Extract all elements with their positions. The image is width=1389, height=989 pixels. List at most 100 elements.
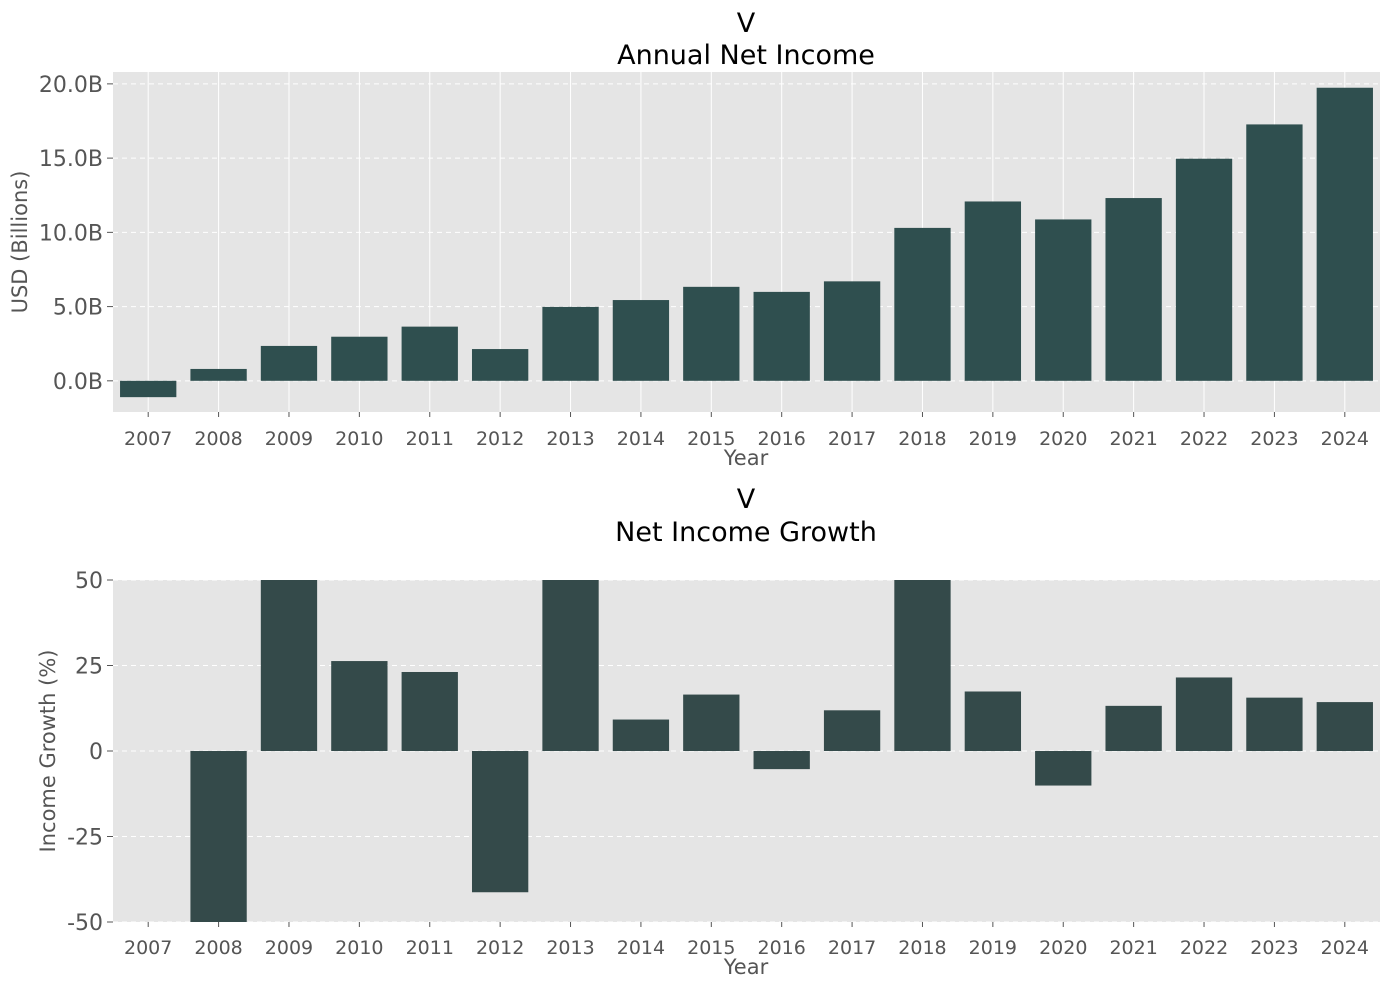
x-tick-label: 2009 <box>265 428 313 450</box>
y-tick-label: 0.0B <box>53 370 103 395</box>
x-tick-label: 2024 <box>1321 428 1369 450</box>
bar-2010 <box>331 661 388 751</box>
bar-2021 <box>1105 705 1162 751</box>
y-tick-label: 50 <box>75 569 103 594</box>
bar-2015 <box>683 694 740 751</box>
net-income-growth-chart: V Net Income Growth 2007 2008 2009 2010 2011… <box>36 484 1380 979</box>
x-tick-label: 2010 <box>335 428 383 450</box>
bar-2013 <box>542 580 599 751</box>
x-tick-label: 2021 <box>1109 428 1157 450</box>
x-tick-label: 2018 <box>898 937 946 959</box>
bar-2021 <box>1105 198 1162 381</box>
x-tick-label: 2022 <box>1180 428 1228 450</box>
x-tick-label: 2011 <box>406 428 454 450</box>
x-tick-label: 2009 <box>265 937 313 959</box>
bar-2023 <box>1246 697 1303 751</box>
x-tick-label: 2008 <box>194 428 242 450</box>
chart-subtitle: Annual Net Income <box>617 40 875 71</box>
x-tick-label: 2014 <box>617 428 665 450</box>
bar-2014 <box>612 719 670 751</box>
chart-title: V <box>737 484 756 515</box>
bars <box>190 580 1373 922</box>
x-tick-labels: 2007 2008 2009 2010 2011 2012 2013 2014 2015 2016… <box>124 922 1369 959</box>
x-tick-label: 2016 <box>758 937 806 959</box>
x-tick-label: 2014 <box>617 937 665 959</box>
y-axis-label: USD (Billions) <box>8 171 32 314</box>
y-gridlines <box>113 83 1380 382</box>
bar-2014 <box>612 300 670 381</box>
y-tick-label: 15.0B <box>39 147 103 172</box>
bar-2022 <box>1175 677 1233 751</box>
y-tick-labels: -50 -25 0 25 50 <box>67 569 113 936</box>
bar-2019 <box>964 691 1022 751</box>
bar-2011 <box>401 326 458 381</box>
bar-2024 <box>1316 702 1373 751</box>
bar-2019 <box>964 201 1022 381</box>
plot-area <box>113 72 1380 412</box>
x-tick-label: 2016 <box>758 428 806 450</box>
y-tick-label: 20.0B <box>39 73 103 98</box>
bar-2024 <box>1316 87 1373 381</box>
bar-2011 <box>401 671 458 751</box>
y-tick-label: 10.0B <box>39 221 103 246</box>
y-gridlines <box>113 579 1380 923</box>
x-tick-label: 2007 <box>124 428 172 450</box>
x-tick-label: 2010 <box>335 937 383 959</box>
bar-2017 <box>823 281 881 381</box>
bars <box>120 87 1373 398</box>
x-tick-label: 2013 <box>546 428 594 450</box>
y-tick-label: -50 <box>67 911 103 936</box>
bar-2016 <box>753 751 810 770</box>
bar-2007 <box>120 380 177 398</box>
x-tick-label: 2020 <box>1039 937 1087 959</box>
bar-2018 <box>894 580 951 751</box>
bar-2010 <box>331 336 388 381</box>
bar-2018 <box>894 227 951 381</box>
bar-2023 <box>1246 124 1303 381</box>
y-tick-label: 25 <box>75 655 103 680</box>
x-tick-label: 2023 <box>1250 937 1298 959</box>
x-axis-label: Year <box>723 446 769 470</box>
bar-2013 <box>542 306 599 381</box>
y-tick-labels: 0.0B 5.0B 10.0B 15.0B 20.0B <box>39 73 113 395</box>
bar-2009 <box>260 580 318 751</box>
y-tick-label: 5.0B <box>53 296 103 321</box>
x-tick-label: 2011 <box>406 937 454 959</box>
x-tick-label: 2019 <box>969 937 1017 959</box>
bar-2022 <box>1175 158 1233 381</box>
y-tick-label: 0 <box>89 740 103 765</box>
x-tick-label: 2017 <box>828 428 876 450</box>
x-tick-label: 2015 <box>687 937 735 959</box>
y-axis-label: Income Growth (%) <box>36 650 60 853</box>
x-tick-label: 2019 <box>969 428 1017 450</box>
x-tick-label: 2015 <box>687 428 735 450</box>
bar-2012 <box>471 349 529 381</box>
x-tick-label: 2024 <box>1321 937 1369 959</box>
x-tick-labels: 2007 2008 2009 2010 2011 2012 2013 2014 2015 2016… <box>124 412 1369 450</box>
bar-2012 <box>471 751 529 893</box>
x-tick-label: 2012 <box>476 428 524 450</box>
x-tick-label: 2021 <box>1109 937 1157 959</box>
x-axis-label: Year <box>723 955 769 979</box>
bar-2020 <box>1035 751 1092 786</box>
bar-2017 <box>823 710 881 751</box>
x-tick-label: 2023 <box>1250 428 1298 450</box>
x-tick-label: 2013 <box>546 937 594 959</box>
x-tick-label: 2017 <box>828 937 876 959</box>
x-tick-label: 2020 <box>1039 428 1087 450</box>
bar-2008 <box>190 751 247 922</box>
chart-subtitle: Net Income Growth <box>615 517 877 548</box>
bar-2008 <box>190 368 247 381</box>
y-tick-label: -25 <box>67 826 103 851</box>
x-tick-label: 2008 <box>194 937 242 959</box>
chart-title: V <box>737 8 756 39</box>
bar-2015 <box>683 286 740 381</box>
x-tick-label: 2022 <box>1180 937 1228 959</box>
bar-2020 <box>1035 219 1092 381</box>
annual-net-income-chart: V Annual Net Income 2007 2008 2009 2010 2011… <box>8 8 1380 470</box>
x-tick-label: 2012 <box>476 937 524 959</box>
bar-2016 <box>753 291 810 381</box>
bar-2009 <box>260 345 318 381</box>
x-tick-label: 2007 <box>124 937 172 959</box>
